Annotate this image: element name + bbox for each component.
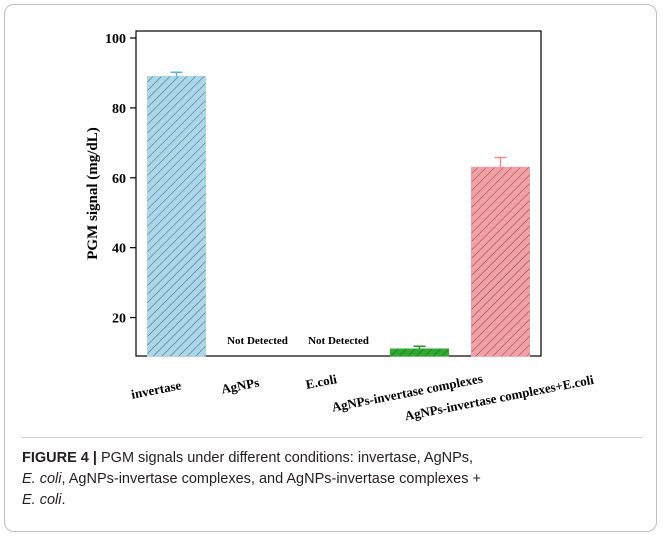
y-tick-label-0: 20 (112, 312, 126, 327)
bar-chart: 20 40 60 80 100 PGM signal (mg/dL) invertase No… (85, 30, 595, 423)
caption-label: FIGURE 4 | (22, 450, 97, 466)
figure-caption: FIGURE 4 | PGM signals under different c… (22, 448, 622, 511)
chart-axes (130, 30, 542, 357)
figure-frame (4, 4, 657, 532)
chart-bars (147, 71, 530, 357)
y-tick-label-3: 80 (112, 102, 126, 117)
caption-divider (22, 437, 642, 438)
caption-species-1: E. coli (22, 471, 62, 487)
not-detected-label-1: Not Detected (227, 335, 288, 347)
y-tick-label-1: 40 (112, 242, 126, 257)
not-detected-label-2: Not Detected (308, 335, 369, 347)
y-axis-label: PGM signal (mg/dL) (85, 127, 101, 260)
caption-text-2: , AgNPs-invertase complexes, and AgNPs-i… (61, 471, 482, 487)
plot-frame (135, 30, 542, 357)
x-tick-label-2: E.coli (304, 371, 338, 392)
y-tick-label-2: 60 (112, 172, 126, 187)
bar-hatch-0 (147, 76, 206, 356)
caption-text-3: . (61, 492, 66, 508)
bar-hatch-3 (390, 349, 449, 356)
y-tick-label-4: 100 (105, 32, 126, 47)
x-tick-label-0: invertase (130, 377, 183, 401)
caption-text-1: PGM signals under different conditions: … (96, 450, 474, 466)
x-tick-label-1: AgNPs (220, 375, 260, 397)
caption-species-2: E. coli (22, 492, 62, 508)
bar-hatch-4 (471, 167, 530, 356)
